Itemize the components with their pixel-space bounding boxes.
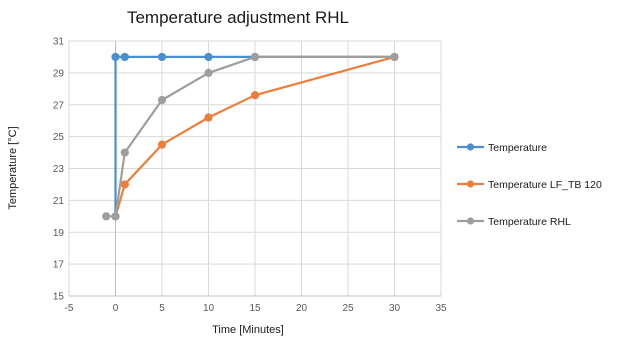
data-point	[120, 52, 129, 62]
data-point	[157, 95, 167, 105]
data-point	[204, 113, 213, 122]
legend-label: Temperature LF_TB 120	[488, 179, 602, 191]
data-point	[111, 212, 120, 221]
series-line	[114, 55, 395, 217]
y-tick-label: 15	[53, 292, 65, 303]
legend-swatch-marker	[466, 217, 475, 225]
x-tick-label: -5	[65, 303, 74, 314]
data-point	[157, 52, 167, 62]
x-tick-label: 30	[389, 303, 401, 314]
x-tick-label: 25	[342, 303, 354, 314]
y-tick-label: 25	[53, 132, 65, 143]
data-point	[204, 68, 213, 77]
legend-swatch-marker	[466, 180, 475, 188]
y-tick-label: 23	[53, 164, 65, 175]
data-point	[204, 52, 213, 62]
x-tick-label: 35	[435, 303, 447, 314]
x-tick-label: 20	[296, 303, 308, 314]
chart-title: Temperature adjustment RHL	[127, 8, 349, 27]
y-tick-label: 21	[53, 196, 65, 207]
y-tick-label: 29	[53, 68, 65, 79]
legend-label: Temperature	[488, 142, 547, 154]
legend-label: Temperature RHL	[488, 216, 571, 228]
grid	[68, 40, 442, 297]
series-layer	[102, 52, 399, 221]
axes: -5 0 5 10 15 20 25 30 35 15 17 19 21 23 25 27 29 31	[53, 37, 447, 315]
x-tick-label: 0	[113, 303, 119, 314]
y-tick-label: 27	[53, 100, 65, 111]
x-tick-label: 10	[203, 303, 215, 314]
y-tick-label: 31	[53, 37, 65, 48]
x-axis-title: Time [Minutes]	[212, 324, 284, 336]
y-axis-title: Temperature [°C]	[7, 126, 19, 209]
x-tick-label: 5	[159, 303, 165, 314]
legend: Temperature Temperature LF_TB 120 Temperat…	[457, 142, 602, 228]
data-point	[250, 91, 260, 100]
data-point	[120, 180, 129, 189]
data-point	[102, 212, 111, 221]
legend-swatch-marker	[466, 143, 475, 151]
x-tick-label: 15	[249, 303, 261, 314]
data-point	[250, 52, 260, 62]
data-point	[390, 52, 399, 62]
data-point	[157, 140, 167, 149]
y-tick-label: 17	[53, 260, 65, 271]
data-point	[111, 52, 120, 62]
data-point	[120, 148, 129, 157]
y-tick-label: 19	[53, 228, 65, 239]
